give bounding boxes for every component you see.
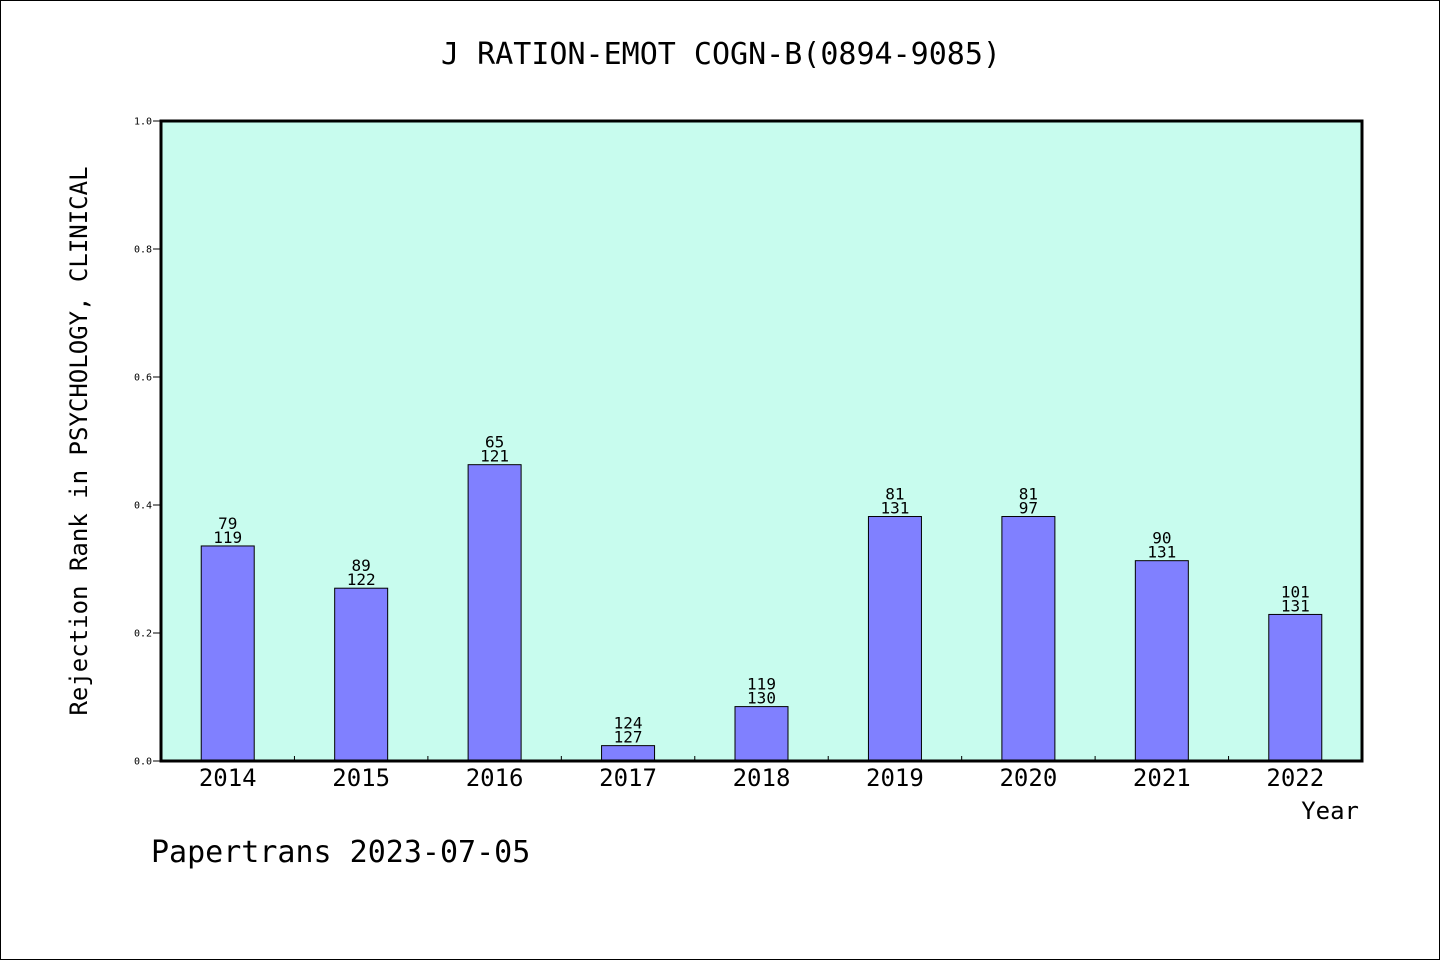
y-tick-label-0: 0.0 xyxy=(134,757,152,768)
bar-label-bottom-2017: 127 xyxy=(614,728,643,747)
bar-2018 xyxy=(734,706,789,762)
y-tick-label-5: 1.0 xyxy=(134,117,152,128)
x-tick-label-2017: 2017 xyxy=(599,764,657,792)
bar-2015 xyxy=(334,587,389,762)
bar-2014 xyxy=(200,545,255,762)
y-tick-label-4: 0.8 xyxy=(134,245,152,256)
y-axis-label: Rejection Rank in PSYCHOLOGY, CLINICAL xyxy=(65,166,93,716)
bar-label-top-2020: 81 xyxy=(1019,485,1038,504)
bar-2022 xyxy=(1268,613,1323,762)
bar-label-bottom-2014: 119 xyxy=(213,528,242,547)
bar-label-top-2015: 89 xyxy=(352,556,371,575)
bar-label-bottom-2015: 122 xyxy=(347,570,376,589)
bar-label-bottom-2019: 131 xyxy=(880,499,909,518)
footer-credit: Papertrans 2023-07-05 xyxy=(151,835,531,870)
bar-label-bottom-2016: 121 xyxy=(480,447,509,466)
x-axis-label: Year xyxy=(1301,797,1359,825)
x-tick-label-2014: 2014 xyxy=(199,764,257,792)
bar-label-bottom-2020: 97 xyxy=(1019,499,1038,518)
bar-2020 xyxy=(1001,516,1056,762)
bar-label-top-2017: 124 xyxy=(614,714,643,733)
bar-label-top-2016: 65 xyxy=(485,433,504,452)
bar-2016 xyxy=(467,464,522,762)
x-tick-label-2022: 2022 xyxy=(1266,764,1324,792)
bar-label-top-2022: 101 xyxy=(1281,582,1310,601)
x-tick-label-2016: 2016 xyxy=(466,764,524,792)
y-tick-label-2: 0.4 xyxy=(134,501,152,512)
y-axis-label-wrap: Rejection Rank in PSYCHOLOGY, CLINICAL xyxy=(59,121,99,761)
x-tick-label-2015: 2015 xyxy=(332,764,390,792)
bar-label-bottom-2018: 130 xyxy=(747,689,776,708)
bar-2017 xyxy=(601,745,656,762)
bar-label-top-2019: 81 xyxy=(885,485,904,504)
bar-label-top-2018: 119 xyxy=(747,675,776,694)
y-tick-label-1: 0.2 xyxy=(134,629,152,640)
bar-label-bottom-2022: 131 xyxy=(1281,596,1310,615)
bar-label-top-2014: 79 xyxy=(218,514,237,533)
bar-label-bottom-2021: 131 xyxy=(1147,543,1176,562)
chart-title: J RATION-EMOT COGN-B(0894-9085) xyxy=(441,37,1001,72)
x-tick-label-2021: 2021 xyxy=(1133,764,1191,792)
x-tick-label-2018: 2018 xyxy=(733,764,791,792)
bar-label-top-2021: 90 xyxy=(1152,529,1171,548)
bar-2019 xyxy=(867,516,922,762)
bar-2021 xyxy=(1134,560,1189,762)
y-tick-label-3: 0.6 xyxy=(134,373,152,384)
x-tick-label-2020: 2020 xyxy=(999,764,1057,792)
x-tick-label-2019: 2019 xyxy=(866,764,924,792)
plot-frame xyxy=(159,119,1364,763)
